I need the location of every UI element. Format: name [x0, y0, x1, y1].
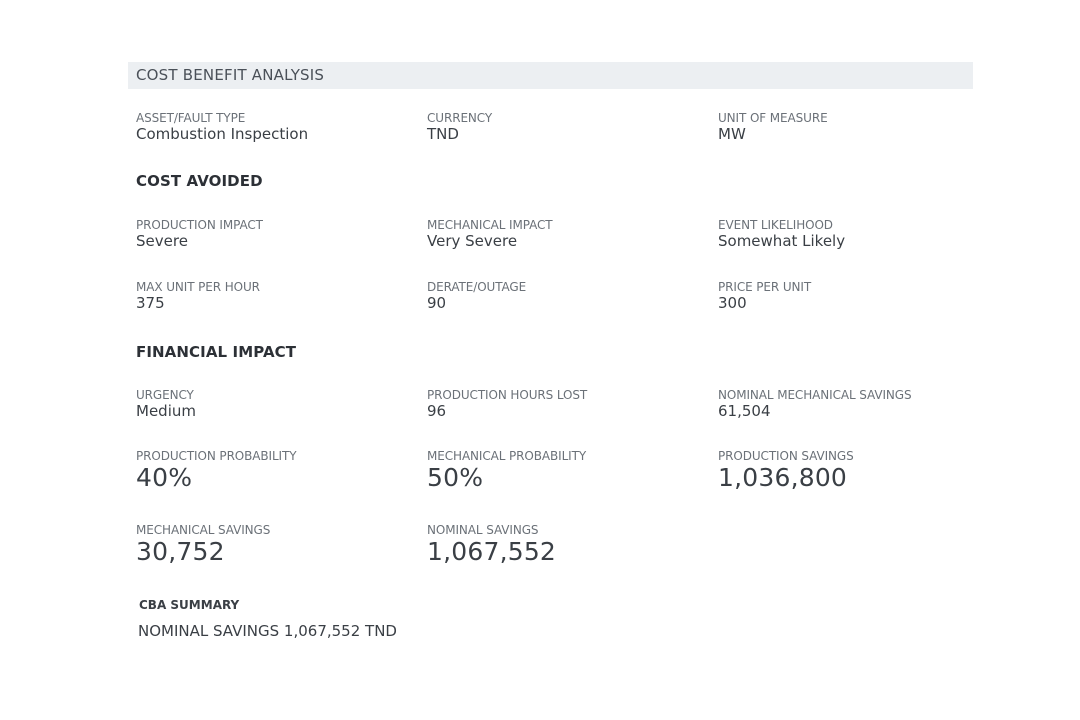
field-value: 300: [718, 294, 747, 312]
field-value: TND: [427, 125, 459, 143]
field-value: 1,067,552: [427, 537, 557, 566]
field-value: Somewhat Likely: [718, 232, 846, 250]
field-label: URGENCY: [136, 388, 194, 402]
field-unit-of-measure: UNIT OF MEASURE MW: [718, 111, 998, 143]
cba-summary-text: NOMINAL SAVINGS 1,067,552 TND: [138, 622, 397, 640]
field-label: MECHANICAL IMPACT: [427, 218, 553, 232]
field-label: MECHANICAL PROBABILITY: [427, 449, 587, 463]
cba-summary-title: CBA SUMMARY: [139, 598, 240, 612]
field-label: PRODUCTION SAVINGS: [718, 449, 854, 463]
field-nominal-savings: NOMINAL SAVINGS 1,067,552: [427, 523, 707, 567]
field-urgency: URGENCY Medium: [136, 388, 416, 420]
field-label: UNIT OF MEASURE: [718, 111, 828, 125]
field-value: 50%: [427, 463, 484, 492]
field-label: PRODUCTION HOURS LOST: [427, 388, 588, 402]
field-label: CURRENCY: [427, 111, 493, 125]
field-price-per-unit: PRICE PER UNIT 300: [718, 280, 998, 312]
field-mechanical-impact: MECHANICAL IMPACT Very Severe: [427, 218, 707, 250]
field-value: 375: [136, 294, 165, 312]
field-label: MECHANICAL SAVINGS: [136, 523, 271, 537]
field-mechanical-savings: MECHANICAL SAVINGS 30,752: [136, 523, 416, 567]
field-label: NOMINAL SAVINGS: [427, 523, 539, 537]
field-production-probability: PRODUCTION PROBABILITY 40%: [136, 449, 416, 493]
field-value: 1,036,800: [718, 463, 848, 492]
field-currency: CURRENCY TND: [427, 111, 707, 143]
field-value: Medium: [136, 402, 196, 420]
field-label: MAX UNIT PER HOUR: [136, 280, 260, 294]
field-value: MW: [718, 125, 746, 143]
field-asset-fault-type: ASSET/FAULT TYPE Combustion Inspection: [136, 111, 416, 143]
section-title-cost-avoided: COST AVOIDED: [136, 172, 263, 190]
field-derate-outage: DERATE/OUTAGE 90: [427, 280, 707, 312]
field-mechanical-probability: MECHANICAL PROBABILITY 50%: [427, 449, 707, 493]
field-value: Very Severe: [427, 232, 518, 250]
field-production-hours-lost: PRODUCTION HOURS LOST 96: [427, 388, 707, 420]
field-label: EVENT LIKELIHOOD: [718, 218, 833, 232]
field-label: NOMINAL MECHANICAL SAVINGS: [718, 388, 912, 402]
field-production-savings: PRODUCTION SAVINGS 1,036,800: [718, 449, 998, 493]
field-value: Severe: [136, 232, 188, 250]
field-max-unit-per-hour: MAX UNIT PER HOUR 375: [136, 280, 416, 312]
field-label: ASSET/FAULT TYPE: [136, 111, 246, 125]
field-value: 90: [427, 294, 447, 312]
field-value: 30,752: [136, 537, 225, 566]
field-label: PRODUCTION IMPACT: [136, 218, 263, 232]
field-event-likelihood: EVENT LIKELIHOOD Somewhat Likely: [718, 218, 998, 250]
field-value: 40%: [136, 463, 193, 492]
field-label: PRICE PER UNIT: [718, 280, 812, 294]
field-label: DERATE/OUTAGE: [427, 280, 527, 294]
field-nominal-mechanical-savings: NOMINAL MECHANICAL SAVINGS 61,504: [718, 388, 998, 420]
section-header-cost-benefit-analysis: COST BENEFIT ANALYSIS: [128, 62, 973, 89]
section-title-financial-impact: FINANCIAL IMPACT: [136, 343, 297, 361]
field-value: 96: [427, 402, 447, 420]
field-value: Combustion Inspection: [136, 125, 309, 143]
field-value: 61,504: [718, 402, 771, 420]
field-label: PRODUCTION PROBABILITY: [136, 449, 297, 463]
field-production-impact: PRODUCTION IMPACT Severe: [136, 218, 416, 250]
